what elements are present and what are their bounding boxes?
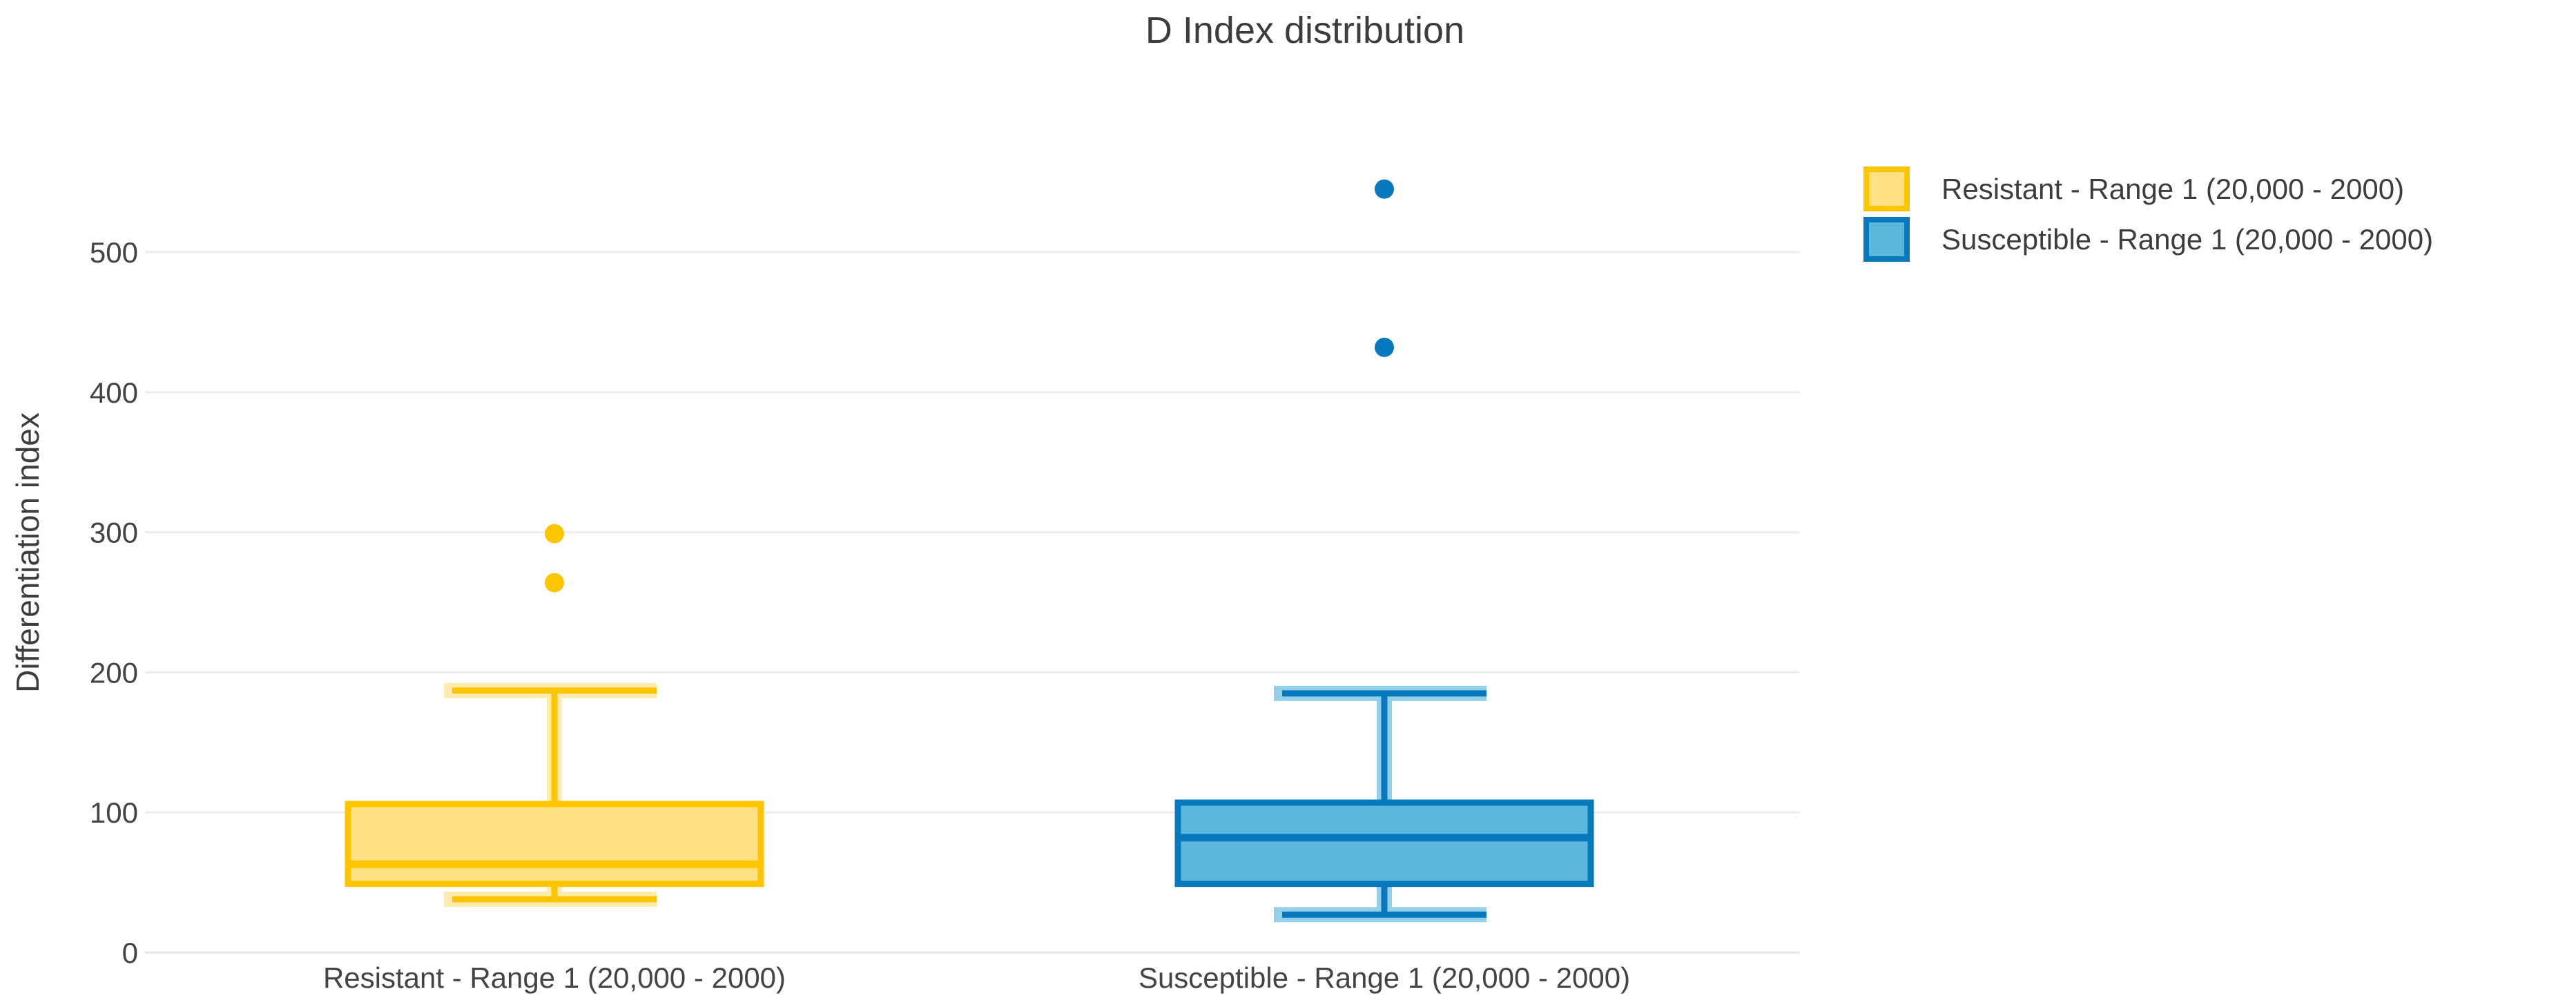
susceptible-outlier-point[interactable] [1375,179,1394,199]
susceptible-legend-label[interactable]: Susceptible - Range 1 (20,000 - 2000) [1941,223,2433,256]
y-tick-label: 400 [90,376,138,409]
legend: Resistant - Range 1 (20,000 - 2000) Susce… [1863,166,2433,262]
susceptible-box[interactable] [1174,799,1594,888]
resistant-outlier-point[interactable] [545,573,564,593]
y-tick-label: 300 [90,517,138,549]
susceptible-boxplot[interactable] [1174,179,1594,923]
y-tick-label: 500 [90,236,138,269]
legend-item-resistant[interactable]: Resistant - Range 1 (20,000 - 2000) [1863,166,2404,211]
y-tick-label: 0 [122,937,138,969]
legend-item-susceptible[interactable]: Susceptible - Range 1 (20,000 - 2000) [1863,217,2433,262]
y-axis-title: Differentiation index [10,412,46,693]
resistant-legend-label[interactable]: Resistant - Range 1 (20,000 - 2000) [1941,173,2404,205]
chart-title: D Index distribution [1145,10,1464,51]
susceptible-legend-swatch[interactable] [1863,217,1910,262]
susceptible-whiskers [1282,690,1486,918]
resistant-box[interactable] [345,801,764,888]
resistant-outlier-point[interactable] [545,524,564,544]
resistant-boxplot[interactable] [345,524,764,907]
susceptible-outlier-point[interactable] [1375,337,1394,357]
x-category-label: Resistant - Range 1 (20,000 - 2000) [323,961,786,994]
x-category-label: Susceptible - Range 1 (20,000 - 2000) [1139,961,1630,994]
y-tick-label: 100 [90,796,138,829]
x-tick-labels: Resistant - Range 1 (20,000 - 2000) Susce… [323,961,1630,994]
y-tick-labels: 0 100 200 300 400 500 [90,236,138,969]
box-series [345,179,1594,923]
y-tick-label: 200 [90,656,138,689]
resistant-legend-swatch[interactable] [1863,166,1910,211]
